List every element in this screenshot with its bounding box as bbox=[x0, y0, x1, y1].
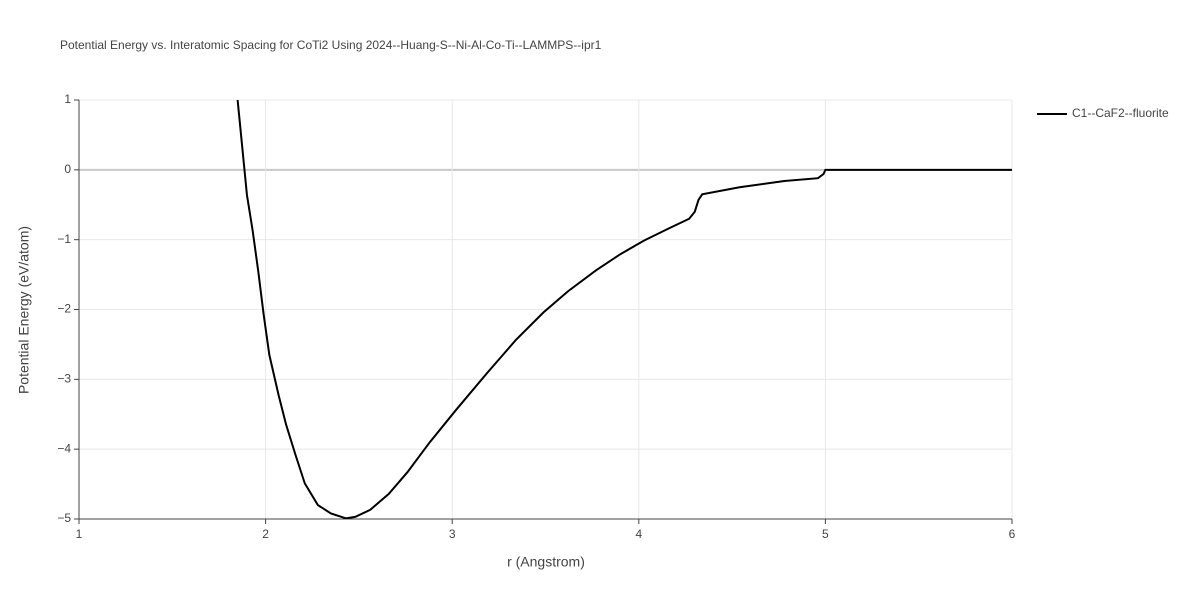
y-tick-label: 0 bbox=[64, 162, 71, 176]
y-tick-label: −5 bbox=[57, 511, 71, 525]
y-tick-label: −3 bbox=[57, 372, 71, 386]
y-tick-label: 1 bbox=[64, 92, 71, 106]
y-tick-label: −2 bbox=[57, 302, 71, 316]
x-tick-label: 6 bbox=[1009, 527, 1016, 541]
legend-label: C1--CaF2--fluorite bbox=[1072, 106, 1169, 120]
x-tick-label: 5 bbox=[822, 527, 829, 541]
x-tick-label: 2 bbox=[262, 527, 269, 541]
y-axis-title: Potential Energy (eV/atom) bbox=[16, 226, 32, 394]
x-tick-label: 1 bbox=[76, 527, 83, 541]
line-series bbox=[236, 100, 1012, 519]
chart-title: Potential Energy vs. Interatomic Spacing… bbox=[60, 38, 602, 52]
x-tick-label: 4 bbox=[635, 527, 642, 541]
x-tick-label: 3 bbox=[449, 527, 456, 541]
y-tick-label: −4 bbox=[57, 441, 71, 455]
x-axis-title: r (Angstrom) bbox=[507, 554, 585, 570]
y-tick-label: −1 bbox=[57, 232, 71, 246]
